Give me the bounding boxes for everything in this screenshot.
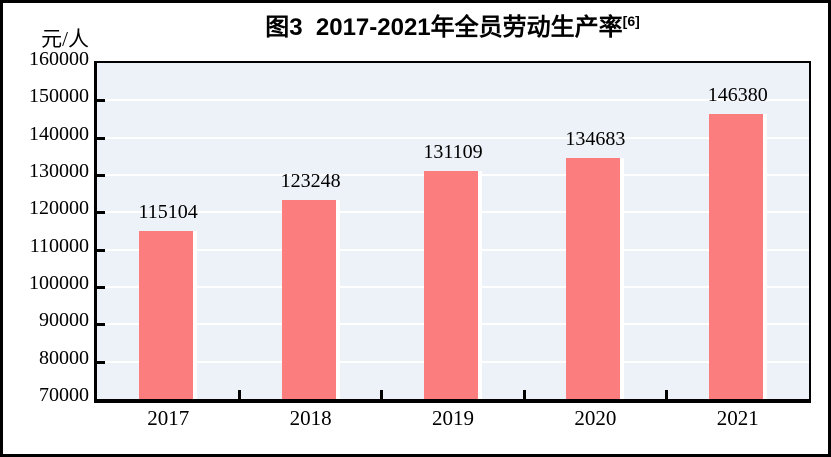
- y-tick-label: 140000: [29, 122, 89, 145]
- y-tick-label: 80000: [39, 346, 89, 369]
- bar-2019: [424, 171, 482, 399]
- y-axis-tick: [97, 136, 105, 140]
- y-tick-label: 100000: [29, 272, 89, 294]
- chart-title-text: 图3 2017-2021年全员劳动生产率: [265, 14, 623, 41]
- bar-value-label: 146380: [707, 83, 768, 106]
- y-axis-tick: [97, 360, 105, 364]
- x-tick-label: 2018: [289, 406, 332, 430]
- bar-value-label: 115104: [138, 200, 198, 223]
- bar-value-label: 131109: [423, 140, 483, 163]
- x-tick-label: 2017: [147, 406, 190, 430]
- x-axis-tick: [380, 390, 384, 399]
- y-axis-tick: [97, 248, 105, 252]
- y-tick-label: 130000: [29, 160, 89, 182]
- y-axis-tick: [97, 174, 105, 177]
- plot-inner: [97, 63, 809, 399]
- x-axis-tick: [522, 390, 526, 399]
- y-axis-tick: [97, 286, 105, 289]
- y-axis-tick: [97, 211, 105, 215]
- gridline: [97, 136, 809, 139]
- x-axis-tick: [237, 390, 241, 399]
- y-tick-label: 90000: [39, 309, 89, 332]
- gridline: [97, 99, 809, 102]
- y-tick-label: 120000: [29, 197, 89, 220]
- y-tick-label: 160000: [29, 48, 89, 70]
- y-tick-label: 70000: [39, 384, 89, 406]
- bar-2018: [281, 200, 340, 399]
- bar-value-label: 123248: [280, 170, 341, 193]
- bar-2021: [708, 114, 767, 399]
- x-tick-label: 2021: [716, 406, 759, 430]
- x-tick-label: 2019: [432, 406, 474, 430]
- y-axis-tick: [97, 323, 105, 327]
- x-axis-tick: [665, 390, 669, 399]
- chart-title-footnote: [6]: [622, 13, 640, 29]
- y-axis-unit-label: 元/人: [41, 27, 89, 51]
- bar-2020: [566, 158, 625, 399]
- y-tick-label: 110000: [29, 234, 89, 257]
- bar-2017: [139, 231, 198, 399]
- y-tick-label: 150000: [29, 85, 89, 108]
- plot-area: [94, 61, 811, 403]
- chart-title: 图3 2017-2021年全员劳动生产率[6]: [94, 6, 811, 43]
- bar-value-label: 134683: [565, 127, 626, 150]
- x-tick-label: 2020: [574, 406, 617, 430]
- y-axis-tick: [97, 99, 105, 103]
